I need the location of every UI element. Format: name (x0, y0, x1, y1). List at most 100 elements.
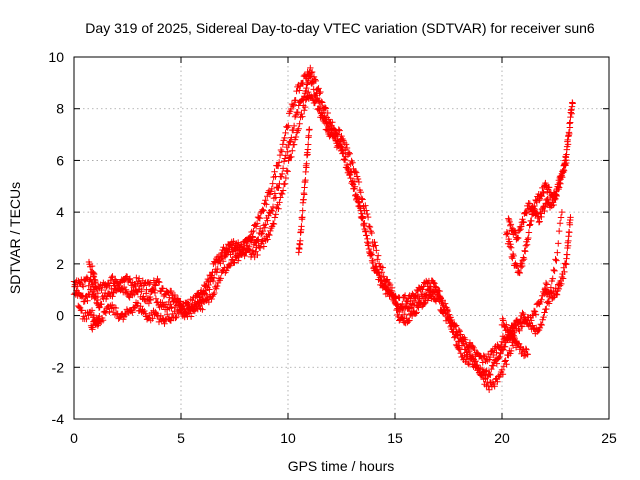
data-point (171, 291, 179, 299)
data-point (345, 167, 353, 175)
data-point (279, 187, 287, 194)
data-point (207, 278, 214, 285)
data-point (558, 273, 566, 281)
data-point (249, 233, 256, 240)
data-point (297, 237, 304, 244)
data-point (109, 273, 116, 280)
data-point (168, 304, 175, 312)
data-point (543, 281, 551, 288)
data-point (256, 244, 264, 252)
data-point (238, 250, 245, 258)
data-point (441, 309, 449, 317)
data-point (289, 147, 296, 155)
data-point (550, 266, 557, 274)
data-point (108, 274, 115, 281)
data-point (517, 263, 525, 271)
data-point (92, 278, 99, 286)
data-point (524, 236, 531, 243)
data-point (374, 256, 381, 263)
data-point (102, 284, 110, 291)
data-point (503, 321, 510, 328)
data-point (283, 167, 290, 174)
data-point (496, 353, 503, 361)
data-point (372, 242, 379, 249)
data-point (380, 273, 387, 280)
data-point (491, 383, 498, 390)
data-point (147, 296, 154, 304)
data-point (455, 326, 463, 334)
data-point (520, 255, 528, 263)
data-point (478, 372, 486, 379)
data-point (146, 280, 153, 288)
data-point (155, 278, 162, 285)
data-point (567, 214, 574, 221)
data-point (373, 247, 380, 254)
data-point (263, 201, 270, 208)
data-point (227, 260, 235, 267)
data-point (461, 352, 468, 359)
data-point (538, 213, 545, 221)
y-tick-label: 0 (56, 308, 64, 324)
data-point (276, 151, 284, 159)
data-point (538, 193, 545, 200)
data-point (352, 168, 359, 175)
data-point (482, 368, 489, 375)
data-point (420, 300, 428, 308)
data-point (267, 207, 275, 214)
data-point (98, 286, 105, 294)
data-point (123, 289, 131, 297)
data-point (530, 325, 537, 332)
data-point (210, 291, 217, 298)
data-point (176, 307, 184, 314)
data-point (284, 168, 291, 175)
data-point (96, 317, 103, 324)
data-point (353, 193, 361, 200)
data-point (474, 349, 481, 357)
data-point (510, 332, 517, 339)
data-point (260, 243, 268, 250)
data-point (303, 84, 310, 92)
data-point (468, 355, 475, 362)
data-point (338, 143, 345, 151)
data-point (538, 296, 545, 303)
tick-layer: 0 5 10 15 20 25 -4 -2 0 2 4 6 8 10 (48, 49, 617, 446)
data-point (286, 138, 293, 146)
data-point (364, 242, 372, 249)
data-point (359, 196, 366, 203)
data-point (371, 239, 378, 246)
data-point (563, 251, 571, 258)
data-point (525, 229, 533, 236)
data-point (205, 298, 213, 306)
data-point (285, 122, 292, 129)
data-point (185, 300, 192, 307)
data-point (185, 309, 192, 316)
data-point (336, 127, 343, 134)
data-point (278, 148, 286, 155)
y-tick-label: 2 (56, 256, 64, 272)
data-point (304, 88, 312, 96)
data-point (399, 306, 407, 314)
data-point (496, 371, 504, 379)
data-point (192, 305, 199, 313)
data-point (219, 258, 227, 265)
data-point (311, 76, 319, 83)
data-point (463, 353, 471, 360)
data-point (177, 306, 185, 313)
data-point (488, 348, 496, 355)
data-point (213, 269, 220, 276)
data-point (462, 336, 469, 343)
data-point (441, 300, 449, 307)
data-point (199, 306, 206, 313)
data-point (295, 125, 302, 132)
data-point (278, 170, 286, 178)
data-point (214, 265, 221, 273)
data-point (551, 194, 558, 202)
data-point (85, 282, 92, 289)
data-point (259, 206, 266, 214)
data-point (300, 196, 307, 203)
y-tick-label: -2 (52, 359, 65, 375)
data-point (355, 178, 363, 186)
data-point (260, 207, 267, 214)
data-point (551, 192, 559, 199)
data-point (161, 320, 168, 327)
